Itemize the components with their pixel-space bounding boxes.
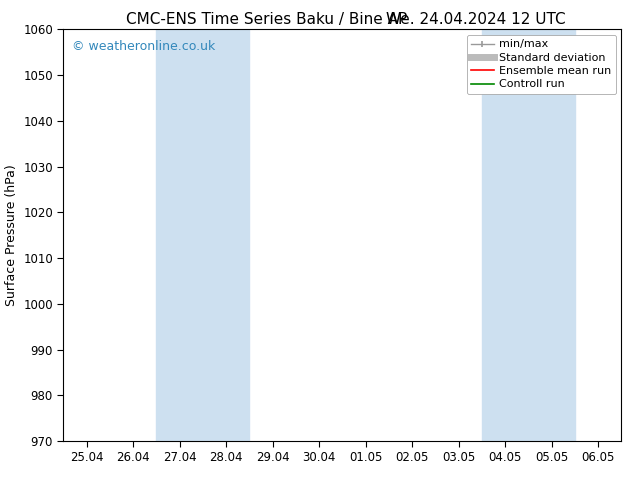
Y-axis label: Surface Pressure (hPa): Surface Pressure (hPa) [4, 164, 18, 306]
Bar [157, 29, 249, 441]
Bar [482, 29, 575, 441]
Legend: min/max, Standard deviation, Ensemble mean run, Controll run: min/max, Standard deviation, Ensemble me… [467, 35, 616, 94]
Text: CMC-ENS Time Series Baku / Bine AP: CMC-ENS Time Series Baku / Bine AP [126, 12, 407, 27]
Text: © weatheronline.co.uk: © weatheronline.co.uk [72, 40, 215, 53]
Text: We. 24.04.2024 12 UTC: We. 24.04.2024 12 UTC [385, 12, 566, 27]
